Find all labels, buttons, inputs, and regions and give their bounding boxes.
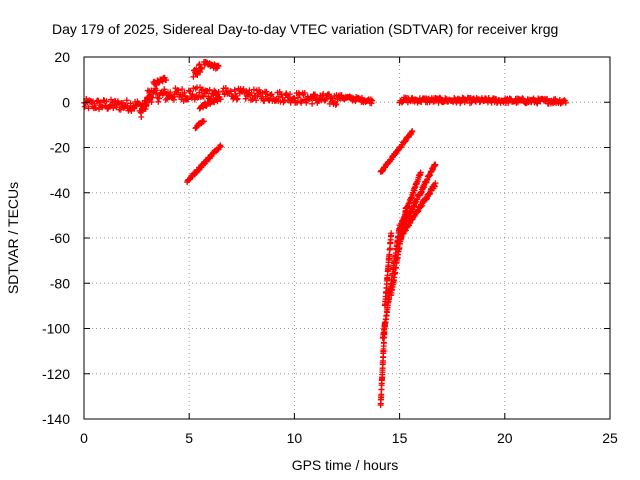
x-axis-label: GPS time / hours [292, 457, 399, 473]
data-point [128, 107, 135, 114]
data-point [153, 90, 160, 97]
data-point [457, 98, 464, 105]
data-point [437, 94, 444, 101]
data-point [93, 105, 100, 112]
data-point [505, 99, 512, 106]
data-point [248, 89, 255, 96]
data-point [120, 99, 127, 106]
data-point [190, 73, 197, 80]
data-point [295, 94, 302, 101]
y-tick-label: -80 [50, 275, 70, 291]
data-point [267, 92, 274, 99]
data-point [159, 78, 166, 85]
y-tick-label: -60 [50, 230, 70, 246]
data-point [281, 97, 288, 104]
data-point [170, 96, 177, 103]
data-point [185, 96, 192, 103]
x-tick-label: 10 [287, 430, 303, 446]
data-point [217, 96, 224, 103]
data-point [85, 105, 92, 112]
data-point [309, 100, 316, 107]
data-point [161, 86, 168, 93]
chart-title: Day 179 of 2025, Sidereal Day-to-day VTE… [52, 21, 558, 37]
data-point [187, 88, 194, 95]
data-point [562, 99, 569, 106]
data-point [206, 86, 213, 93]
data-point [268, 91, 275, 98]
ticks [83, 56, 611, 420]
data-point [227, 88, 234, 95]
data-point [175, 87, 182, 94]
data-point [156, 95, 163, 102]
data-point [163, 77, 170, 84]
data-point [333, 101, 340, 108]
data-point [179, 86, 186, 93]
data-point [233, 96, 240, 103]
y-tick-label: 0 [62, 94, 70, 110]
grid [84, 57, 610, 419]
data-point [222, 85, 229, 92]
plot-frame [83, 56, 611, 420]
data-point [196, 61, 203, 68]
data-point [148, 98, 155, 105]
x-tick-label: 25 [602, 430, 618, 446]
data-point [287, 91, 294, 98]
y-tick-label: -100 [42, 321, 70, 337]
data-points [81, 58, 569, 409]
data-point [81, 103, 88, 110]
data-point [312, 91, 319, 98]
x-tick-label: 20 [497, 430, 513, 446]
data-point [117, 106, 124, 113]
data-point [182, 92, 189, 99]
data-point [153, 87, 160, 94]
y-tick-labels: 20 0 -20 -40 -60 -80 -100 -120 -140 [42, 49, 70, 427]
data-point [265, 96, 272, 103]
data-point [155, 98, 162, 105]
data-point [261, 98, 268, 105]
data-point [99, 104, 106, 111]
data-point [167, 89, 174, 96]
data-point [217, 143, 224, 150]
data-point [253, 97, 260, 104]
data-point [215, 63, 222, 70]
x-tick-label: 0 [80, 430, 88, 446]
data-point [97, 99, 104, 106]
y-tick-label: -40 [50, 185, 70, 201]
data-point [311, 92, 318, 99]
data-point [303, 99, 310, 106]
y-tick-label: -120 [42, 366, 70, 382]
data-point [388, 230, 395, 237]
y-tick-label: 20 [54, 49, 70, 65]
x-tick-label: 5 [185, 430, 193, 446]
data-point [417, 169, 424, 176]
data-point [138, 114, 145, 121]
data-point [432, 161, 439, 168]
data-point [301, 89, 308, 96]
y-tick-label: -140 [42, 411, 70, 427]
data-point [200, 118, 207, 125]
data-point [234, 95, 241, 102]
x-tick-label: 15 [392, 430, 408, 446]
data-point [123, 97, 130, 104]
data-point [409, 127, 416, 134]
data-point [103, 98, 110, 105]
x-tick-labels: 0 5 10 15 20 25 [80, 430, 618, 446]
data-point [369, 97, 376, 104]
data-point [291, 95, 298, 102]
y-axis-label: SDTVAR / TECUs [5, 182, 21, 294]
data-point [332, 101, 339, 108]
data-point [432, 180, 439, 187]
data-point [198, 66, 205, 73]
data-point [181, 89, 188, 96]
data-point [149, 94, 156, 101]
data-point [127, 100, 134, 107]
data-point [231, 86, 238, 93]
y-tick-label: -20 [50, 140, 70, 156]
data-point [468, 99, 475, 106]
data-point [250, 86, 257, 93]
